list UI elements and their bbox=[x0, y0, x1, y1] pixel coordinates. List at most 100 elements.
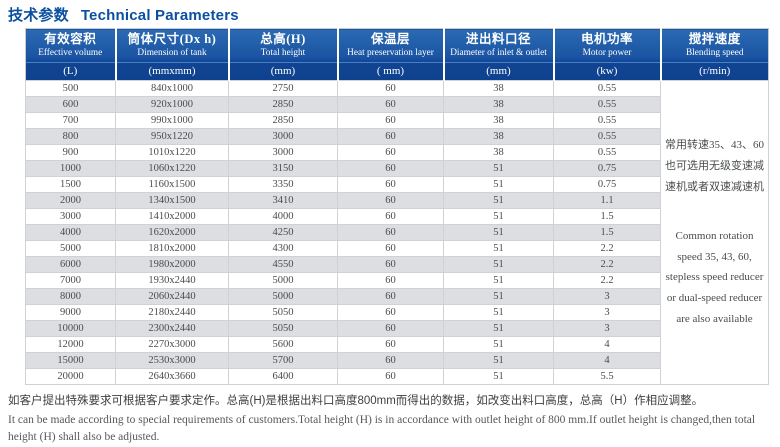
table-cell: 20000 bbox=[25, 368, 116, 385]
column-header: 电机功率 Motor power (kw) bbox=[552, 28, 661, 81]
table-cell: 51 bbox=[443, 240, 554, 257]
table-cell: 800 bbox=[25, 128, 116, 145]
table-cell: 2850 bbox=[228, 96, 338, 113]
table-cell: 60 bbox=[337, 240, 444, 257]
column-header-unit: ( mm) bbox=[338, 62, 443, 80]
table-cell: 10000 bbox=[25, 320, 116, 337]
table-cell: 5600 bbox=[228, 336, 338, 353]
table-cell: 1410x2000 bbox=[115, 208, 229, 225]
table-cell: 60 bbox=[337, 368, 444, 385]
table-cell: 2750 bbox=[228, 80, 338, 97]
table-cell: 60 bbox=[337, 128, 444, 145]
table-row: 800 950x1220 3000 60 38 0.55 bbox=[25, 128, 769, 145]
table-cell: 51 bbox=[443, 304, 554, 321]
column-header: 进出料口径 Diameter of inlet & outlet (mm) bbox=[442, 28, 554, 81]
table-cell: 60 bbox=[337, 160, 444, 177]
column-header-unit: (mm) bbox=[229, 62, 337, 80]
table-cell: 4000 bbox=[25, 224, 116, 241]
table-cell: 60 bbox=[337, 208, 444, 225]
table-row: 700 990x1000 2850 60 38 0.55 bbox=[25, 112, 769, 129]
table-cell: 38 bbox=[443, 128, 554, 145]
table-cell: 0.55 bbox=[553, 96, 661, 113]
table-cell: 1010x1220 bbox=[115, 144, 229, 161]
table-cell: 1160x1500 bbox=[115, 176, 229, 193]
table-header-row: 有效容积 Effective volume (L) 筒体尺寸(Dx h) Dimensi… bbox=[25, 28, 769, 81]
table-cell: 2530x3000 bbox=[115, 352, 229, 369]
table-cell: 1060x1220 bbox=[115, 160, 229, 177]
table-cell: 4000 bbox=[228, 208, 338, 225]
table-cell: 2.2 bbox=[553, 256, 661, 273]
table-cell: 840x1000 bbox=[115, 80, 229, 97]
table-cell: 1340x1500 bbox=[115, 192, 229, 209]
table-cell: 51 bbox=[443, 368, 554, 385]
table-cell: 0.55 bbox=[553, 112, 661, 129]
table-row: 5000 1810x2000 4300 60 51 2.2 bbox=[25, 240, 769, 257]
table-cell: 60 bbox=[337, 96, 444, 113]
table-cell: 3 bbox=[553, 320, 661, 337]
table-row: 6000 1980x2000 4550 60 51 2.2 bbox=[25, 256, 769, 273]
column-header: 总高(H) Total height (mm) bbox=[227, 28, 338, 81]
table-cell: 4 bbox=[553, 336, 661, 353]
column-header-en: Heat preservation layer bbox=[347, 48, 434, 59]
column-header-unit: (L) bbox=[26, 62, 115, 80]
column-header-cn: 搅拌速度 bbox=[688, 32, 741, 46]
table-cell: 51 bbox=[443, 256, 554, 273]
table-cell: 9000 bbox=[25, 304, 116, 321]
column-header-cn: 有效容积 bbox=[44, 32, 97, 46]
table-cell: 38 bbox=[443, 96, 554, 113]
table-cell: 60 bbox=[337, 144, 444, 161]
table-cell: 5.5 bbox=[553, 368, 661, 385]
column-header-en: Total height bbox=[260, 48, 306, 59]
table-cell: 60 bbox=[337, 192, 444, 209]
table-cell: 2300x2440 bbox=[115, 320, 229, 337]
column-header-cn: 电机功率 bbox=[580, 32, 633, 46]
table-row: 500 840x1000 2750 60 38 0.55 常用转速35、43、60也可选用无… bbox=[25, 80, 769, 385]
table-row: 20000 2640x3660 6400 60 51 5.5 bbox=[25, 368, 769, 385]
table-row: 1000 1060x1220 3150 60 51 0.75 bbox=[25, 160, 769, 177]
table-cell: 51 bbox=[443, 208, 554, 225]
column-header-en: Blending speed bbox=[685, 48, 744, 59]
table-row: 7000 1930x2440 5000 60 51 2.2 bbox=[25, 272, 769, 289]
table-cell: 60 bbox=[337, 288, 444, 305]
table-cell: 6000 bbox=[25, 256, 116, 273]
table-cell: 38 bbox=[443, 112, 554, 129]
table-cell: 2270x3000 bbox=[115, 336, 229, 353]
table-cell: 920x1000 bbox=[115, 96, 229, 113]
table-cell: 5050 bbox=[228, 304, 338, 321]
table-cell: 3410 bbox=[228, 192, 338, 209]
column-header-cn: 总高(H) bbox=[260, 32, 306, 46]
column-header-unit: (r/min) bbox=[661, 62, 768, 80]
table-cell: 51 bbox=[443, 320, 554, 337]
table-cell: 38 bbox=[443, 80, 554, 97]
table-cell: 4550 bbox=[228, 256, 338, 273]
table-cell: 1620x2000 bbox=[115, 224, 229, 241]
table-cell: 0.55 bbox=[553, 128, 661, 145]
table-cell: 38 bbox=[443, 144, 554, 161]
table-cell: 700 bbox=[25, 112, 116, 129]
table-cell: 6400 bbox=[228, 368, 338, 385]
column-header-unit: (kw) bbox=[554, 62, 660, 80]
table-cell: 3000 bbox=[228, 144, 338, 161]
table-cell: 990x1000 bbox=[115, 112, 229, 129]
table-cell: 51 bbox=[443, 288, 554, 305]
table-body: 500 840x1000 2750 60 38 0.55 常用转速35、43、60也可选用无… bbox=[25, 80, 769, 385]
table-cell: 60 bbox=[337, 336, 444, 353]
table-cell: 3000 bbox=[25, 208, 116, 225]
table-cell: 5050 bbox=[228, 320, 338, 337]
table-cell: 1980x2000 bbox=[115, 256, 229, 273]
column-header-en: Effective volume bbox=[38, 48, 103, 59]
table-row: 12000 2270x3000 5600 60 51 4 bbox=[25, 336, 769, 353]
table-cell: 2180x2440 bbox=[115, 304, 229, 321]
table-row: 8000 2060x2440 5000 60 51 3 bbox=[25, 288, 769, 305]
table-cell: 2.2 bbox=[553, 240, 661, 257]
table-cell: 1.5 bbox=[553, 208, 661, 225]
table-cell: 12000 bbox=[25, 336, 116, 353]
table-cell: 1930x2440 bbox=[115, 272, 229, 289]
table-cell: 2000 bbox=[25, 192, 116, 209]
table-row: 900 1010x1220 3000 60 38 0.55 bbox=[25, 144, 769, 161]
table-header: 有效容积 Effective volume (L) 筒体尺寸(Dx h) Dimensi… bbox=[25, 28, 769, 81]
table-row: 15000 2530x3000 5700 60 51 4 bbox=[25, 352, 769, 369]
column-header-en: Motor power bbox=[582, 48, 632, 59]
column-header-unit: (mm) bbox=[444, 62, 553, 80]
table-cell: 1000 bbox=[25, 160, 116, 177]
